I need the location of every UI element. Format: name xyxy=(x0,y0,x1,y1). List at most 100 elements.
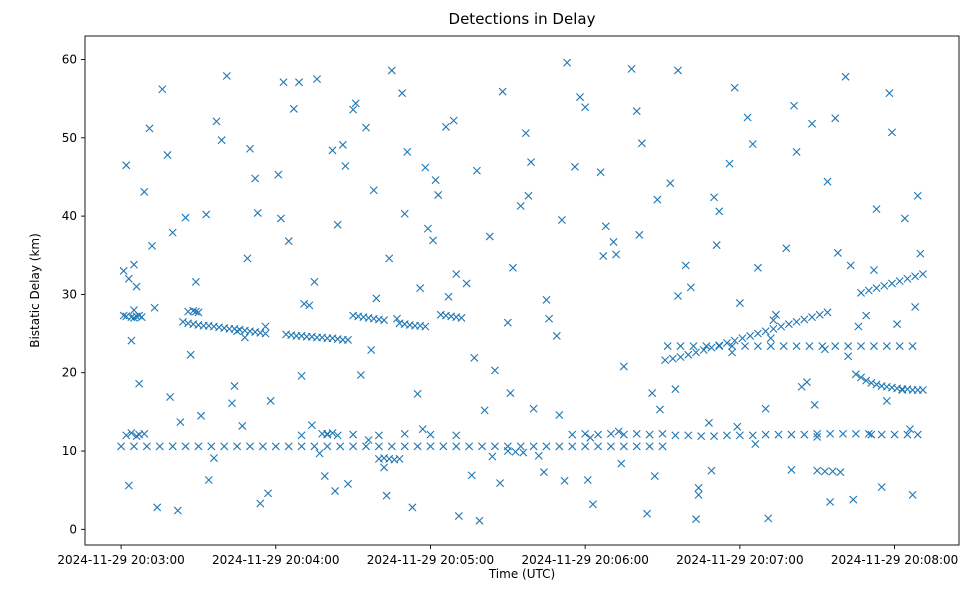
data-point xyxy=(601,222,610,231)
data-point xyxy=(918,385,927,394)
data-point xyxy=(766,334,775,343)
data-point xyxy=(699,346,708,355)
data-point xyxy=(599,252,608,261)
data-point xyxy=(632,429,641,438)
data-point xyxy=(836,468,845,477)
data-point xyxy=(681,261,690,270)
data-point xyxy=(400,209,409,218)
data-point xyxy=(521,129,530,138)
data-point xyxy=(243,254,252,263)
data-point xyxy=(166,393,175,401)
data-point xyxy=(869,342,878,351)
data-point xyxy=(127,336,136,345)
data-point xyxy=(323,430,332,439)
data-point xyxy=(880,281,889,290)
data-point xyxy=(191,277,200,286)
data-point xyxy=(761,430,770,439)
data-point xyxy=(202,210,211,219)
data-point xyxy=(645,442,654,451)
data-point xyxy=(426,430,435,439)
data-point xyxy=(882,342,891,351)
data-point xyxy=(132,282,141,291)
data-point xyxy=(421,163,430,172)
data-point xyxy=(506,389,515,398)
data-point xyxy=(398,89,407,98)
data-point xyxy=(694,483,703,492)
data-point xyxy=(467,471,476,480)
data-point xyxy=(596,168,605,177)
data-point xyxy=(872,380,881,389)
data-point xyxy=(454,512,463,521)
data-point xyxy=(426,442,435,451)
data-point xyxy=(900,214,909,223)
data-point xyxy=(916,249,925,258)
data-point xyxy=(849,495,858,504)
data-point xyxy=(264,489,273,498)
data-point xyxy=(240,333,249,342)
data-point xyxy=(712,241,721,250)
data-point xyxy=(676,342,685,351)
data-point xyxy=(851,370,860,379)
x-tick-label: 2024-11-29 20:04:00 xyxy=(212,553,339,567)
data-point xyxy=(439,442,448,451)
data-point xyxy=(815,310,824,319)
data-point xyxy=(527,158,536,167)
data-point xyxy=(655,405,664,414)
data-point xyxy=(238,421,247,430)
data-point xyxy=(524,191,533,200)
y-axis: 0 10 20 30 40 50 60 xyxy=(62,52,85,536)
data-point xyxy=(539,468,548,477)
data-point xyxy=(434,190,443,199)
data-point xyxy=(813,466,822,475)
data-point xyxy=(710,432,719,441)
data-point xyxy=(617,459,626,468)
x-tick-label: 2024-11-29 20:07:00 xyxy=(676,553,803,567)
data-point xyxy=(284,237,293,246)
data-point xyxy=(877,483,886,492)
data-point xyxy=(869,266,878,275)
data-point xyxy=(542,442,551,451)
y-tick-label: 60 xyxy=(62,52,77,66)
data-point xyxy=(176,418,185,427)
data-point xyxy=(320,472,329,481)
data-point xyxy=(186,350,195,359)
data-point xyxy=(478,442,487,451)
data-point xyxy=(864,286,873,295)
data-point xyxy=(148,241,157,250)
data-point xyxy=(413,389,422,398)
data-point xyxy=(715,207,724,216)
data-point xyxy=(769,316,778,325)
data-point xyxy=(297,442,306,451)
data-point xyxy=(735,431,744,440)
data-point xyxy=(400,442,409,451)
data-point xyxy=(452,270,461,279)
data-point xyxy=(813,432,822,441)
data-point xyxy=(810,400,819,409)
data-point xyxy=(766,342,775,351)
data-point xyxy=(568,430,577,439)
data-point xyxy=(898,385,907,394)
data-point xyxy=(893,320,902,329)
data-point xyxy=(702,342,711,351)
data-point xyxy=(614,427,623,436)
x-tick-label: 2024-11-29 20:06:00 xyxy=(521,553,648,567)
data-point xyxy=(844,352,853,361)
data-point xyxy=(820,345,829,354)
data-point xyxy=(452,431,461,440)
data-point xyxy=(730,336,739,345)
data-point xyxy=(823,308,832,317)
data-point xyxy=(741,342,750,351)
data-point xyxy=(372,294,381,303)
data-point xyxy=(449,116,458,125)
data-point xyxy=(470,353,479,362)
data-point xyxy=(253,208,262,217)
data-point xyxy=(408,503,417,512)
data-point xyxy=(140,187,149,196)
data-point xyxy=(197,411,206,420)
data-point xyxy=(692,348,701,357)
data-point xyxy=(498,87,507,96)
data-point xyxy=(204,476,213,484)
data-point xyxy=(343,479,352,488)
data-point xyxy=(771,310,780,319)
data-point xyxy=(181,213,190,222)
